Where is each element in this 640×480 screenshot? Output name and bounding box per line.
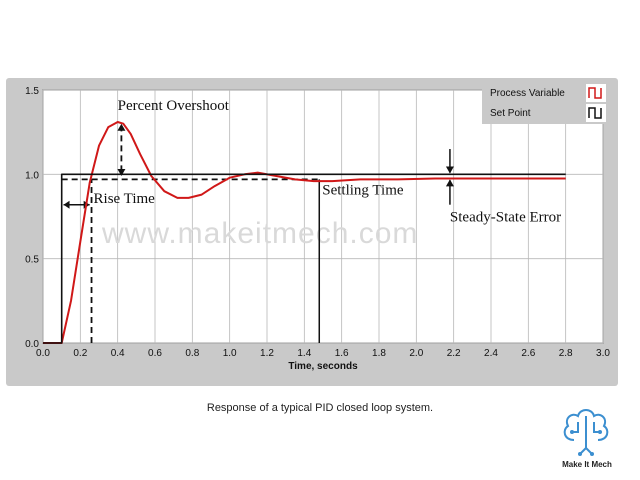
legend-swatch-set-point-icon xyxy=(588,107,602,119)
x-tick-label: 2.0 xyxy=(409,348,423,359)
legend-process-variable: Process Variable xyxy=(490,88,565,99)
rise-time-arrowhead-left xyxy=(63,200,70,209)
x-tick-label: 0.6 xyxy=(148,348,162,359)
brain-circuit-icon xyxy=(563,409,609,456)
x-tick-label: 1.0 xyxy=(223,348,237,359)
legend-swatch-process-variable-icon xyxy=(588,87,602,99)
annotation-steady-state-error: Steady-State Error xyxy=(450,210,561,226)
watermark-text: www.makeitmech.com xyxy=(101,217,418,250)
annotation-rise-time: Rise Time xyxy=(94,191,156,207)
sse-arrowhead-up xyxy=(445,179,454,187)
annotation-settling-time: Settling Time xyxy=(322,183,404,199)
y-tick-label: 0.5 xyxy=(25,255,39,266)
x-tick-label: 2.6 xyxy=(521,348,535,359)
series-line-process-variable xyxy=(43,121,566,344)
tick-labels: 0.0 0.2 0.4 0.6 0.8 1.0 1.2 1.4 1.6 1.8 2.0 2.2 2.4 2… xyxy=(25,86,610,359)
x-tick-label: 0.4 xyxy=(111,348,125,359)
x-tick-label: 2.2 xyxy=(447,348,461,359)
y-tick-label: 1.0 xyxy=(25,170,39,181)
x-tick-label: 1.6 xyxy=(335,348,349,359)
x-axis-label: Time, seconds xyxy=(288,361,358,372)
x-tick-label: 3.0 xyxy=(596,348,610,359)
x-tick-label: 2.4 xyxy=(484,348,498,359)
x-tick-label: 1.8 xyxy=(372,348,386,359)
x-tick-label: 0.8 xyxy=(185,348,199,359)
x-tick-label: 0.2 xyxy=(73,348,87,359)
x-tick-label: 1.2 xyxy=(260,348,274,359)
y-tick-label: 0.0 xyxy=(25,339,39,350)
brand-name: Make It Mech xyxy=(562,460,612,469)
sse-arrowhead-down xyxy=(445,166,454,174)
figure-caption: Response of a typical PID closed loop sy… xyxy=(206,402,434,414)
overshoot-arrowhead-down xyxy=(117,169,126,177)
x-tick-label: 0.0 xyxy=(36,348,50,359)
x-tick-label: 2.8 xyxy=(559,348,573,359)
brand-logo: Make It Mech xyxy=(552,404,632,474)
series-line-set-point xyxy=(43,173,566,344)
chart-panel: www.makeitmech.com 0.0 0.2 0.4 0.6 0.8 1.0 1.2… xyxy=(6,78,618,386)
annotation-percent-overshoot: Percent Overshoot xyxy=(118,98,230,114)
overshoot-arrowhead-up xyxy=(117,123,126,131)
x-tick-label: 1.4 xyxy=(297,348,311,359)
series-lines xyxy=(43,121,566,344)
legend-set-point: Set Point xyxy=(490,108,531,119)
chart-legend: Process Variable Set Point xyxy=(482,82,610,124)
pid-response-chart: www.makeitmech.com 0.0 0.2 0.4 0.6 0.8 1.0 1.2… xyxy=(25,82,610,372)
y-tick-label: 1.5 xyxy=(25,86,39,97)
plot-area xyxy=(42,89,604,344)
